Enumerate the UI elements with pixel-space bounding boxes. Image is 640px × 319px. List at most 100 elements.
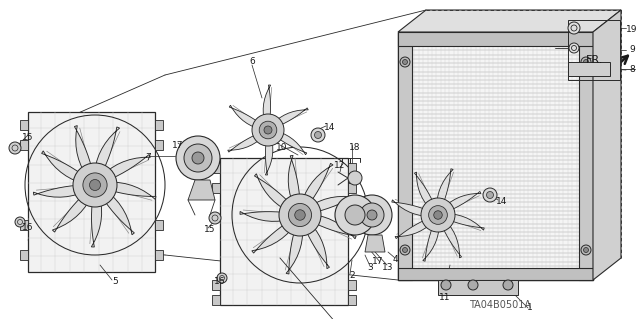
Circle shape [264, 126, 272, 134]
Polygon shape [315, 215, 356, 239]
Polygon shape [20, 250, 28, 260]
Text: 5: 5 [112, 278, 118, 286]
Text: 12: 12 [334, 160, 346, 169]
Polygon shape [348, 163, 356, 173]
Text: 16: 16 [22, 224, 34, 233]
Circle shape [400, 245, 410, 255]
Text: 2: 2 [349, 271, 355, 280]
Circle shape [259, 121, 277, 139]
Circle shape [441, 280, 451, 290]
Circle shape [367, 210, 377, 220]
Polygon shape [313, 195, 358, 212]
Circle shape [295, 210, 305, 220]
Polygon shape [212, 295, 220, 305]
Text: 14: 14 [496, 197, 508, 206]
Text: 11: 11 [439, 293, 451, 302]
Polygon shape [33, 185, 79, 197]
Polygon shape [398, 268, 593, 280]
Polygon shape [212, 183, 220, 193]
Circle shape [345, 205, 365, 225]
Circle shape [9, 142, 21, 154]
Polygon shape [240, 211, 284, 221]
Polygon shape [20, 140, 28, 150]
Polygon shape [220, 158, 348, 305]
Circle shape [486, 191, 493, 198]
Text: 7: 7 [145, 153, 151, 162]
Polygon shape [278, 132, 307, 155]
Polygon shape [229, 105, 258, 128]
Text: 3: 3 [367, 263, 373, 272]
Polygon shape [228, 135, 260, 152]
Polygon shape [423, 227, 439, 261]
Circle shape [434, 211, 442, 219]
Polygon shape [568, 62, 610, 76]
Text: 17: 17 [372, 257, 384, 266]
Polygon shape [288, 155, 300, 200]
Polygon shape [438, 280, 518, 295]
Polygon shape [286, 231, 303, 274]
Polygon shape [303, 163, 333, 202]
Polygon shape [398, 10, 621, 32]
Polygon shape [28, 112, 155, 272]
Polygon shape [74, 126, 92, 171]
Circle shape [176, 136, 220, 180]
Circle shape [581, 57, 591, 67]
Circle shape [279, 194, 321, 236]
Text: 13: 13 [382, 263, 394, 272]
Polygon shape [52, 197, 89, 232]
Polygon shape [155, 140, 163, 150]
Polygon shape [348, 295, 356, 305]
Polygon shape [398, 32, 593, 46]
Polygon shape [252, 224, 291, 253]
Polygon shape [42, 151, 81, 182]
Polygon shape [155, 250, 163, 260]
Text: FR.: FR. [586, 55, 604, 65]
Circle shape [421, 198, 455, 232]
Circle shape [335, 195, 375, 235]
Circle shape [429, 206, 447, 224]
Text: 16: 16 [214, 278, 226, 286]
Circle shape [83, 173, 107, 197]
Polygon shape [212, 163, 220, 173]
Polygon shape [266, 142, 273, 175]
Circle shape [468, 280, 478, 290]
Polygon shape [306, 226, 330, 269]
Polygon shape [437, 169, 453, 203]
Polygon shape [365, 235, 385, 252]
Circle shape [217, 273, 227, 283]
Polygon shape [155, 220, 163, 230]
Circle shape [568, 22, 580, 34]
Circle shape [403, 248, 408, 253]
Polygon shape [20, 120, 28, 130]
Polygon shape [20, 220, 28, 230]
Text: 1: 1 [527, 303, 533, 313]
Circle shape [569, 43, 579, 53]
Text: 18: 18 [349, 144, 361, 152]
Polygon shape [92, 202, 102, 247]
Polygon shape [579, 32, 593, 280]
Text: 15: 15 [204, 226, 216, 234]
Text: 17: 17 [172, 140, 184, 150]
Circle shape [352, 195, 392, 235]
Polygon shape [398, 32, 593, 280]
Circle shape [483, 188, 497, 202]
Text: 8: 8 [629, 65, 635, 75]
Polygon shape [111, 182, 156, 199]
Polygon shape [95, 127, 120, 170]
Circle shape [252, 114, 284, 146]
Text: 15: 15 [22, 133, 34, 143]
Circle shape [90, 180, 100, 190]
Polygon shape [348, 280, 356, 290]
Text: 4: 4 [392, 256, 398, 264]
Circle shape [184, 144, 212, 172]
Polygon shape [188, 180, 215, 200]
Circle shape [15, 217, 25, 227]
Polygon shape [593, 10, 621, 280]
Circle shape [581, 245, 591, 255]
Circle shape [73, 163, 117, 207]
Circle shape [403, 60, 408, 64]
Circle shape [584, 248, 589, 253]
Polygon shape [255, 174, 289, 209]
Circle shape [314, 131, 321, 138]
Polygon shape [443, 224, 461, 258]
